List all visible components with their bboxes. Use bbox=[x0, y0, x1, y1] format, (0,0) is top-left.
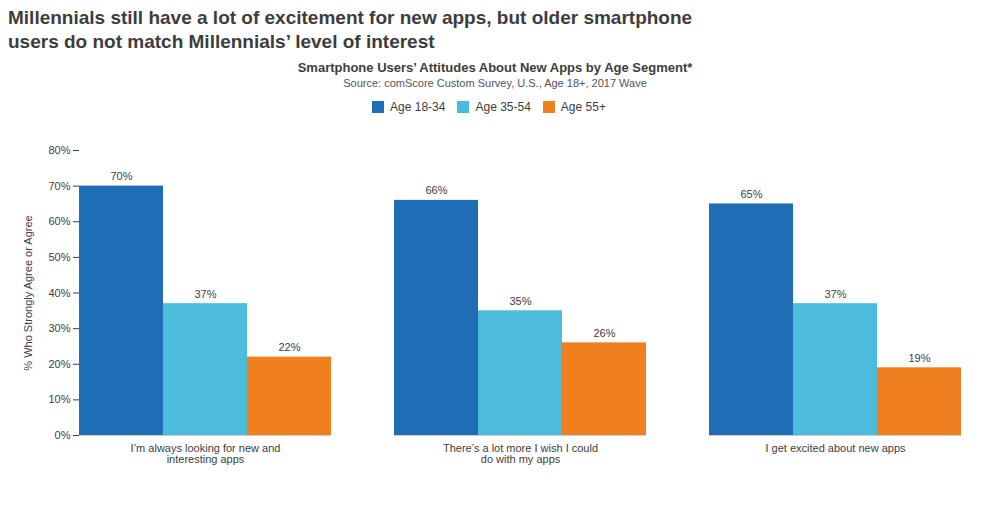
svg-text:22%: 22% bbox=[278, 341, 300, 353]
svg-text:66%: 66% bbox=[425, 184, 447, 196]
svg-text:35%: 35% bbox=[509, 294, 531, 306]
svg-text:% Who Strongly Agree or Agree: % Who Strongly Agree or Agree bbox=[22, 215, 34, 370]
svg-text:0%: 0% bbox=[55, 429, 71, 441]
html-text:Age 18-34: Age 18-34 bbox=[390, 100, 446, 114]
svg-text:30%: 30% bbox=[48, 322, 70, 334]
svg-text:I’m always looking for new and: I’m always looking for new andinterestin… bbox=[131, 442, 281, 465]
html-text:Age 35-54: Age 35-54 bbox=[475, 100, 531, 114]
svg-text:37%: 37% bbox=[194, 287, 216, 299]
svg-text:70%: 70% bbox=[48, 179, 70, 191]
html-text:Source: comScore Custom Survey: Source: comScore Custom Survey, U.S., Ag… bbox=[343, 76, 647, 89]
svg-text:37%: 37% bbox=[824, 287, 846, 299]
svg-text:70%: 70% bbox=[110, 170, 132, 182]
svg-text:20%: 20% bbox=[48, 357, 70, 369]
svg-text:10%: 10% bbox=[48, 393, 70, 405]
svg-text:50%: 50% bbox=[48, 250, 70, 262]
svg-text:19%: 19% bbox=[908, 351, 930, 363]
html-text:Smartphone Users’ Attitudes Ab: Smartphone Users’ Attitudes About New Ap… bbox=[297, 59, 693, 75]
svg-text:80%: 80% bbox=[48, 144, 70, 156]
html-text:Age 55+: Age 55+ bbox=[560, 100, 606, 114]
svg-text:There’s a lot more I wish I co: There’s a lot more I wish I coulddo with… bbox=[443, 442, 598, 465]
svg-text:65%: 65% bbox=[740, 187, 762, 199]
svg-text:40%: 40% bbox=[48, 286, 70, 298]
html-text:Millennials still have a lot o: Millennials still have a lot of exciteme… bbox=[8, 7, 693, 52]
svg-text:26%: 26% bbox=[593, 326, 615, 338]
svg-text:60%: 60% bbox=[48, 215, 70, 227]
svg-text:I get excited about new apps: I get excited about new apps bbox=[765, 442, 906, 454]
